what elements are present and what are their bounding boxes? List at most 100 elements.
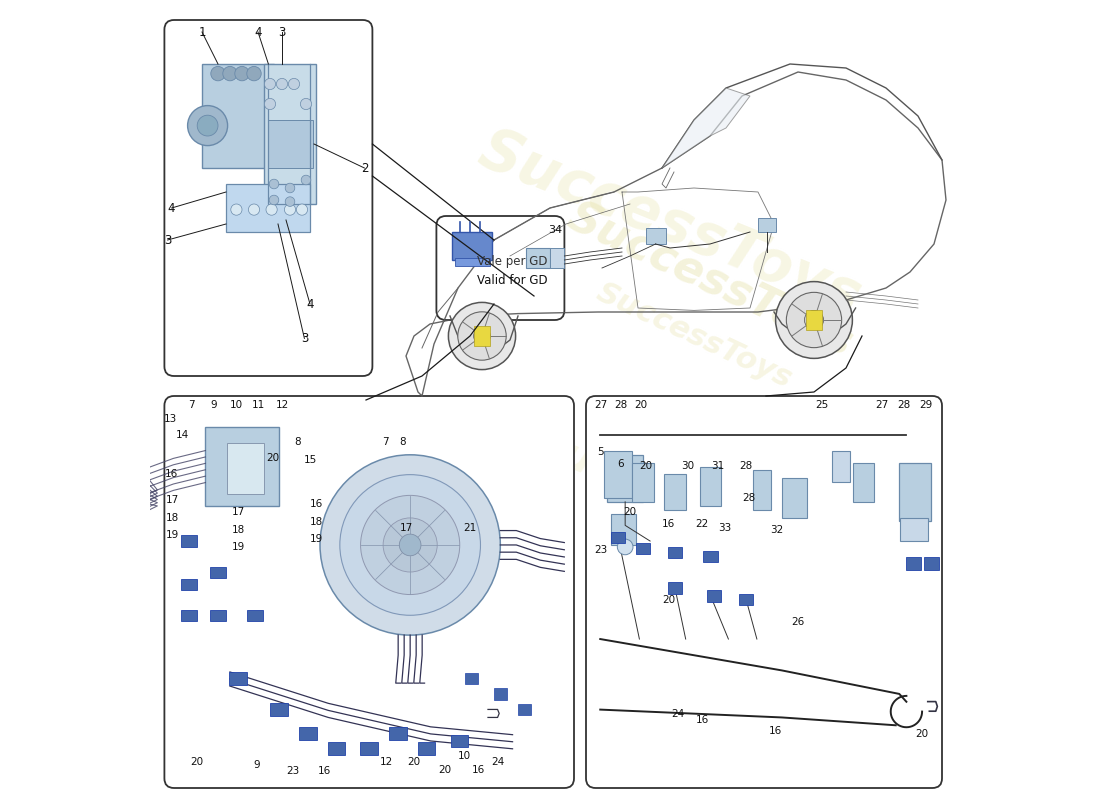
- Text: 7: 7: [188, 400, 195, 410]
- Bar: [607, 454, 644, 502]
- Bar: [924, 558, 938, 570]
- Bar: [852, 462, 874, 502]
- Bar: [707, 590, 722, 602]
- Text: Vale per GD: Vale per GD: [477, 255, 548, 268]
- Text: 8: 8: [295, 437, 301, 446]
- Bar: [900, 518, 928, 541]
- Bar: [228, 443, 264, 494]
- Text: 16: 16: [695, 715, 708, 725]
- Polygon shape: [662, 88, 750, 168]
- Text: 20: 20: [190, 757, 204, 766]
- Circle shape: [449, 302, 516, 370]
- Text: SuccessToys: SuccessToys: [528, 422, 813, 570]
- Circle shape: [617, 539, 632, 554]
- Text: 4: 4: [254, 26, 262, 38]
- Text: 20: 20: [266, 453, 279, 462]
- Text: 17: 17: [166, 495, 179, 505]
- Text: 28: 28: [739, 461, 752, 470]
- Text: 20: 20: [915, 730, 928, 739]
- Circle shape: [246, 66, 261, 81]
- Bar: [226, 184, 310, 232]
- Circle shape: [270, 179, 278, 189]
- Bar: [271, 703, 288, 716]
- Text: 20: 20: [407, 757, 420, 766]
- Bar: [182, 610, 197, 621]
- Circle shape: [270, 195, 278, 205]
- Bar: [700, 466, 722, 506]
- Bar: [906, 558, 921, 570]
- Text: 14: 14: [175, 430, 188, 440]
- Text: 16: 16: [165, 469, 178, 478]
- Circle shape: [264, 98, 276, 110]
- Bar: [518, 704, 531, 715]
- Text: 8: 8: [399, 437, 406, 446]
- FancyBboxPatch shape: [164, 396, 574, 788]
- Text: 18: 18: [166, 513, 179, 522]
- Text: 21: 21: [463, 523, 476, 533]
- Circle shape: [276, 78, 287, 90]
- Bar: [646, 228, 666, 244]
- Bar: [526, 248, 550, 268]
- Circle shape: [361, 495, 460, 594]
- FancyBboxPatch shape: [164, 20, 373, 376]
- Circle shape: [285, 204, 296, 215]
- Circle shape: [776, 282, 853, 358]
- Text: 10: 10: [230, 400, 243, 410]
- Text: 16: 16: [662, 519, 675, 529]
- Text: 26: 26: [791, 618, 804, 627]
- Text: 5: 5: [597, 447, 604, 457]
- Bar: [454, 258, 490, 266]
- Bar: [418, 742, 436, 755]
- Text: 4: 4: [306, 298, 313, 310]
- Bar: [900, 462, 932, 522]
- Bar: [494, 688, 507, 699]
- Text: 23: 23: [594, 546, 607, 555]
- Bar: [361, 742, 378, 755]
- Circle shape: [296, 204, 308, 215]
- Bar: [758, 218, 776, 232]
- Bar: [328, 742, 345, 755]
- Bar: [182, 535, 197, 546]
- Text: 33: 33: [718, 523, 732, 533]
- Text: 19: 19: [310, 534, 323, 544]
- Text: 30: 30: [681, 461, 694, 470]
- Text: 12: 12: [275, 400, 288, 410]
- Text: 23: 23: [286, 766, 299, 776]
- Bar: [703, 551, 718, 562]
- Text: 16: 16: [318, 766, 331, 776]
- Bar: [210, 566, 225, 578]
- Bar: [182, 578, 197, 590]
- Text: 9: 9: [211, 400, 218, 410]
- Bar: [268, 120, 313, 168]
- Text: SuccessToys: SuccessToys: [592, 278, 796, 394]
- FancyBboxPatch shape: [437, 216, 564, 320]
- Circle shape: [300, 98, 311, 110]
- Bar: [474, 326, 490, 346]
- Circle shape: [383, 518, 437, 572]
- Circle shape: [786, 292, 842, 348]
- Text: 28: 28: [741, 493, 755, 502]
- Text: 2: 2: [361, 162, 368, 174]
- Bar: [465, 673, 478, 684]
- Circle shape: [399, 534, 421, 556]
- Text: 12: 12: [381, 757, 394, 766]
- Text: 3: 3: [300, 332, 308, 345]
- Bar: [452, 232, 493, 260]
- Bar: [739, 594, 754, 606]
- Circle shape: [197, 115, 218, 136]
- Bar: [668, 582, 682, 594]
- Text: SuccessToys: SuccessToys: [560, 195, 860, 365]
- Bar: [299, 726, 317, 739]
- Bar: [636, 543, 650, 554]
- Circle shape: [266, 204, 277, 215]
- Bar: [246, 610, 263, 621]
- Bar: [210, 610, 225, 621]
- Text: 20: 20: [624, 507, 637, 517]
- Text: 29: 29: [920, 400, 933, 410]
- Text: 3: 3: [278, 26, 286, 38]
- Text: 16: 16: [472, 765, 485, 774]
- Bar: [451, 734, 469, 747]
- Text: 20: 20: [438, 765, 451, 774]
- Text: 13: 13: [164, 414, 177, 424]
- Text: 7: 7: [382, 437, 388, 446]
